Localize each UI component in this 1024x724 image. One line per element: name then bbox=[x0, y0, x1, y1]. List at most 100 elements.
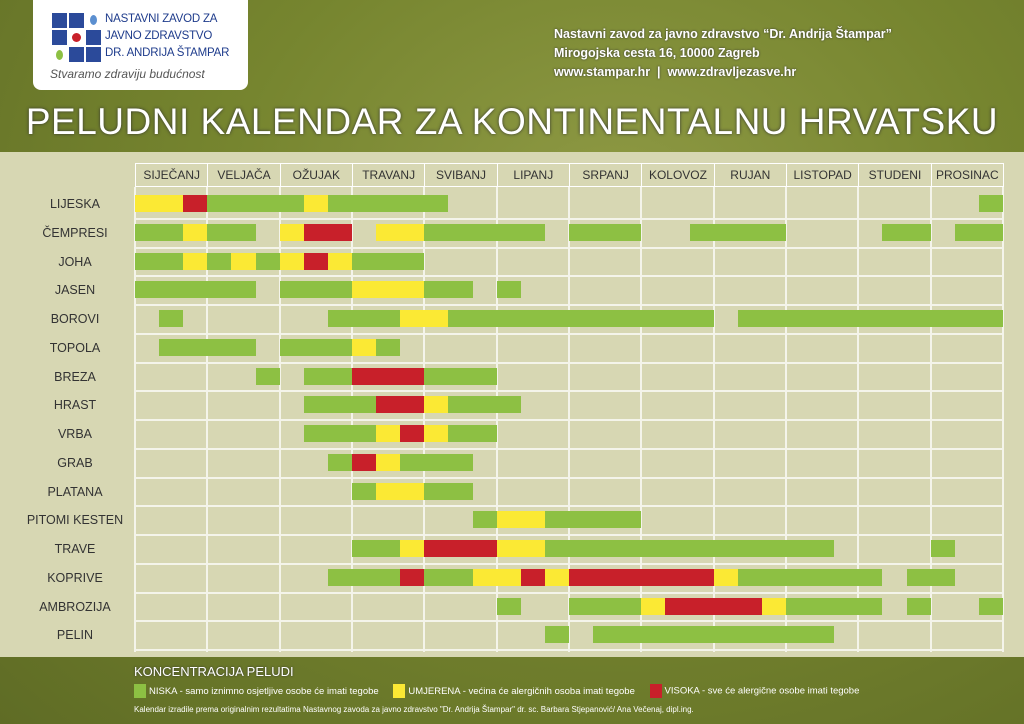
pollen-bar-niska bbox=[279, 281, 352, 299]
pollen-bar-umjerena bbox=[351, 338, 377, 356]
pollen-bar-umjerena bbox=[183, 252, 208, 270]
pollen-bar-umjerena bbox=[496, 511, 545, 529]
pollen-bar-niska bbox=[327, 453, 352, 471]
row-gridline bbox=[135, 246, 1003, 249]
legend: KONCENTRACIJA PELUDI NISKA - samo iznimn… bbox=[134, 664, 859, 698]
pollen-bar-niska bbox=[978, 597, 1003, 615]
legend-label-niska: NISKA - samo iznimno osjetljive osobe će… bbox=[149, 685, 379, 697]
plant-label: HRAST bbox=[53, 398, 97, 413]
pollen-bar-niska bbox=[882, 223, 931, 241]
pollen-bar-niska bbox=[424, 223, 545, 241]
legend-swatch-umjerena bbox=[393, 684, 406, 698]
pollen-bar-umjerena bbox=[279, 252, 304, 270]
row-gridline bbox=[135, 419, 1003, 421]
pollen-bar-niska bbox=[544, 540, 835, 557]
pollen-bar-niska bbox=[448, 396, 521, 414]
page-title: PELUDNI KALENDAR ZA KONTINENTALNU HRVATS… bbox=[25, 101, 999, 142]
row-gridline bbox=[135, 304, 1003, 306]
plant-label: TOPOLA bbox=[49, 340, 101, 355]
contact-block: Nastavni zavod za javno zdravstvo “Dr. A… bbox=[554, 25, 892, 82]
pollen-bar-visoka bbox=[400, 425, 425, 442]
pollen-bar-niska bbox=[424, 482, 473, 500]
month-header: SRPANJ bbox=[568, 163, 643, 187]
pollen-bar-niska bbox=[135, 281, 256, 299]
pollen-bar-niska bbox=[135, 223, 184, 241]
legend-swatch-niska bbox=[134, 684, 146, 698]
pollen-bar-umjerena bbox=[376, 223, 425, 241]
pollen-bar-umjerena bbox=[761, 597, 786, 615]
pollen-bar-niska bbox=[255, 367, 280, 385]
pollen-bar-niska bbox=[496, 281, 521, 299]
pollen-bar-umjerena bbox=[424, 396, 449, 414]
pollen-calendar-chart: SIJEČANJ VELJAČA OŽUJAK TRAVANJ SVIBANJ LIPAN… bbox=[0, 152, 1024, 657]
pollen-bar-umjerena bbox=[496, 540, 545, 557]
month-header: PROSINAC bbox=[930, 163, 1004, 187]
pollen-bar-umjerena bbox=[641, 597, 666, 615]
plant-label: KOPRIVE bbox=[47, 570, 103, 585]
row-gridline bbox=[135, 591, 1003, 594]
plant-label: BREZA bbox=[54, 369, 96, 384]
plant-label: TRAVE bbox=[54, 542, 96, 556]
row-gridline bbox=[135, 476, 1003, 479]
pollen-bar-niska bbox=[568, 597, 642, 615]
pollen-bar-niska bbox=[954, 223, 1003, 241]
pollen-bar-niska bbox=[496, 597, 521, 615]
pollen-bar-niska bbox=[159, 338, 256, 356]
pollen-bar-niska bbox=[978, 195, 1003, 212]
plant-label: BOROVI bbox=[50, 312, 100, 326]
pollen-bar-umjerena bbox=[135, 195, 184, 212]
pollen-bar-niska bbox=[159, 310, 184, 327]
month-header: VELJAČA bbox=[207, 163, 281, 187]
pollen-bar-visoka bbox=[568, 568, 714, 586]
month-header: STUDENI bbox=[858, 163, 932, 187]
row-gridline bbox=[135, 534, 1003, 536]
row-gridline bbox=[135, 275, 1003, 278]
address: Mirogojska cesta 16, 10000 Zagreb bbox=[554, 46, 760, 60]
pollen-bar-niska bbox=[303, 367, 352, 385]
pollen-bar-niska bbox=[737, 310, 1003, 327]
pollen-bar-niska bbox=[906, 568, 955, 586]
pollen-bar-niska bbox=[327, 195, 449, 212]
pollen-bar-umjerena bbox=[303, 195, 328, 212]
pollen-bar-niska bbox=[327, 568, 401, 586]
pollen-bar-umjerena bbox=[279, 223, 304, 241]
pollen-bar-umjerena bbox=[424, 425, 449, 442]
pollen-bar-niska bbox=[472, 511, 497, 529]
pollen-bar-niska bbox=[544, 626, 569, 644]
pollen-bar-umjerena bbox=[376, 453, 401, 471]
plant-label: JASEN bbox=[54, 283, 96, 298]
pollen-bar-visoka bbox=[183, 195, 208, 212]
pollen-bar-niska bbox=[906, 597, 931, 615]
plant-label: PLATANA bbox=[47, 484, 103, 499]
websites[interactable]: www.stampar.hr | www.zdravljezasve.hr bbox=[554, 65, 797, 79]
row-gridline bbox=[135, 447, 1003, 450]
pollen-bar-niska bbox=[448, 425, 497, 442]
pollen-bar-visoka bbox=[376, 396, 425, 414]
pollen-bar-niska bbox=[303, 425, 377, 442]
pollen-bar-umjerena bbox=[327, 252, 352, 270]
row-gridline bbox=[135, 217, 1003, 220]
pollen-bar-niska bbox=[207, 223, 256, 241]
pollen-bar-niska bbox=[785, 597, 883, 615]
month-header: RUJAN bbox=[713, 163, 787, 187]
plant-label: VRBA bbox=[57, 427, 93, 441]
pollen-bar-visoka bbox=[520, 568, 545, 586]
month-header: SIJEČANJ bbox=[135, 163, 209, 187]
legend-label-umjerena: UMJERENA - većina će alergičnih osoba im… bbox=[408, 685, 635, 697]
pollen-bar-visoka bbox=[303, 252, 328, 270]
month-header: LIPANJ bbox=[496, 163, 570, 187]
pollen-bar-visoka bbox=[351, 367, 425, 385]
pollen-bar-niska bbox=[930, 540, 955, 557]
pollen-bar-umjerena bbox=[351, 281, 425, 299]
logo-line: NASTAVNI ZAVOD ZA bbox=[105, 13, 218, 25]
pollen-bar-niska bbox=[327, 310, 401, 327]
pollen-bar-niska bbox=[279, 338, 352, 356]
row-gridline bbox=[135, 332, 1003, 335]
plant-label: GRAB bbox=[57, 455, 93, 470]
row-gridline bbox=[135, 505, 1003, 508]
pollen-bar-niska bbox=[568, 223, 642, 241]
pollen-bar-umjerena bbox=[544, 568, 569, 586]
slogan: Stvaramo zdraviju budućnost bbox=[50, 67, 205, 81]
pollen-bar-niska bbox=[400, 453, 473, 471]
pollen-bar-umjerena bbox=[183, 223, 208, 241]
